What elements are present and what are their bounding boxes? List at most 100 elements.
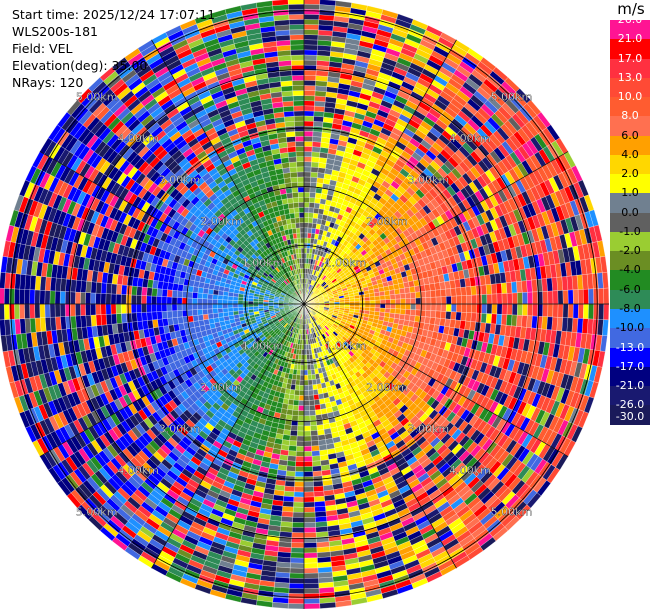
velocity-gate: [281, 516, 293, 523]
velocity-gate: [394, 288, 401, 295]
velocity-gate: [450, 287, 457, 297]
velocity-gate: [305, 339, 309, 345]
velocity-gate: [303, 75, 317, 81]
velocity-gate: [290, 562, 305, 569]
velocity-gate: [400, 303, 406, 310]
velocity-gate: [315, 414, 323, 421]
velocity-gate: [490, 313, 498, 325]
velocity-gate: [303, 451, 313, 457]
velocity-gate: [490, 283, 498, 295]
velocity-gate: [284, 485, 295, 492]
velocity-gate: [435, 289, 442, 298]
velocity-gate: [295, 456, 305, 462]
velocity-gate: [425, 297, 432, 305]
velocity-gate: [303, 161, 312, 168]
velocity-gate: [309, 197, 316, 204]
velocity-gate: [404, 287, 411, 294]
velocity-gate: [310, 435, 319, 442]
velocity-gate: [295, 374, 301, 381]
velocity-gate: [311, 156, 320, 163]
velocity-gate: [303, 567, 319, 574]
velocity-gate: [289, 389, 296, 396]
velocity-gate: [299, 380, 305, 386]
velocity-gate: [410, 298, 416, 305]
velocity-gate: [547, 290, 554, 305]
velocity-gate: [303, 247, 308, 254]
velocity-gate: [303, 125, 314, 132]
velocity-gate: [303, 3, 320, 10]
velocity-gate: [395, 298, 401, 305]
velocity-gate: [399, 287, 406, 295]
velocity-gate: [300, 354, 305, 361]
velocity-gate: [491, 303, 498, 315]
velocity-gate: [303, 105, 315, 112]
velocity-gate: [285, 414, 293, 421]
velocity-gate: [311, 374, 317, 380]
velocity-gate: [312, 384, 318, 391]
velocity-gate: [303, 197, 310, 203]
velocity-gate: [495, 283, 503, 295]
velocity-gate: [506, 314, 513, 326]
velocity-gate: [317, 172, 325, 179]
velocity-gate: [344, 303, 350, 307]
velocity-gate: [313, 485, 324, 492]
velocity-gate: [292, 512, 305, 518]
velocity-gate: [303, 456, 313, 462]
velocity-gate: [303, 90, 316, 96]
velocity-gate: [400, 298, 406, 305]
velocity-gate: [435, 296, 442, 305]
velocity-gate: [308, 217, 314, 224]
velocity-gate: [303, 24, 319, 31]
velocity-gate: [303, 227, 309, 234]
velocity-gate: [404, 292, 411, 299]
velocity-gate: [364, 303, 371, 308]
velocity-gate: [295, 466, 305, 472]
velocity-gate: [303, 440, 312, 447]
velocity-gate: [303, 425, 311, 432]
velocity-gate: [303, 572, 319, 579]
velocity-gate: [552, 290, 559, 305]
velocity-gate: [389, 308, 396, 314]
velocity-gate: [301, 349, 305, 355]
velocity-gate: [424, 316, 431, 325]
velocity-gate: [294, 476, 305, 483]
velocity-gate: [440, 303, 447, 312]
velocity-gate: [312, 131, 323, 138]
velocity-gate: [603, 287, 610, 305]
velocity-gate: [414, 315, 421, 323]
velocity-gate: [283, 424, 292, 431]
velocity-gate: [287, 603, 305, 610]
velocity-gate: [310, 176, 318, 183]
velocity-gate: [349, 298, 355, 302]
velocity-gate: [298, 405, 305, 411]
velocity-gate: [307, 369, 312, 376]
velocity-gate: [293, 394, 300, 401]
velocity-gate: [380, 299, 386, 305]
velocity-gate: [303, 354, 308, 361]
velocity-gate: [303, 471, 314, 477]
velocity-gate: [288, 588, 305, 594]
velocity-gate: [289, 435, 298, 442]
velocity-gate: [303, 588, 320, 594]
velocity-gate: [307, 379, 313, 386]
velocity-gate: [316, 424, 325, 431]
velocity-gate: [390, 303, 396, 309]
velocity-gate: [282, 506, 294, 513]
velocity-gate: [425, 310, 432, 318]
velocity-gate: [495, 313, 503, 325]
velocity-gate: [303, 95, 316, 102]
velocity-gate: [313, 116, 324, 123]
velocity-gate: [309, 415, 317, 421]
velocity-gate: [404, 314, 411, 321]
velocity-gate: [295, 379, 301, 386]
velocity-gate: [496, 303, 503, 315]
velocity-gate: [512, 292, 518, 305]
velocity-gate: [435, 303, 442, 312]
velocity-gate: [290, 430, 298, 437]
velocity-gate: [303, 349, 307, 355]
velocity-gate: [410, 309, 416, 316]
velocity-gate: [303, 374, 309, 381]
velocity-gate: [374, 307, 381, 313]
velocity-gate: [289, 567, 305, 574]
velocity-gate: [308, 394, 315, 401]
